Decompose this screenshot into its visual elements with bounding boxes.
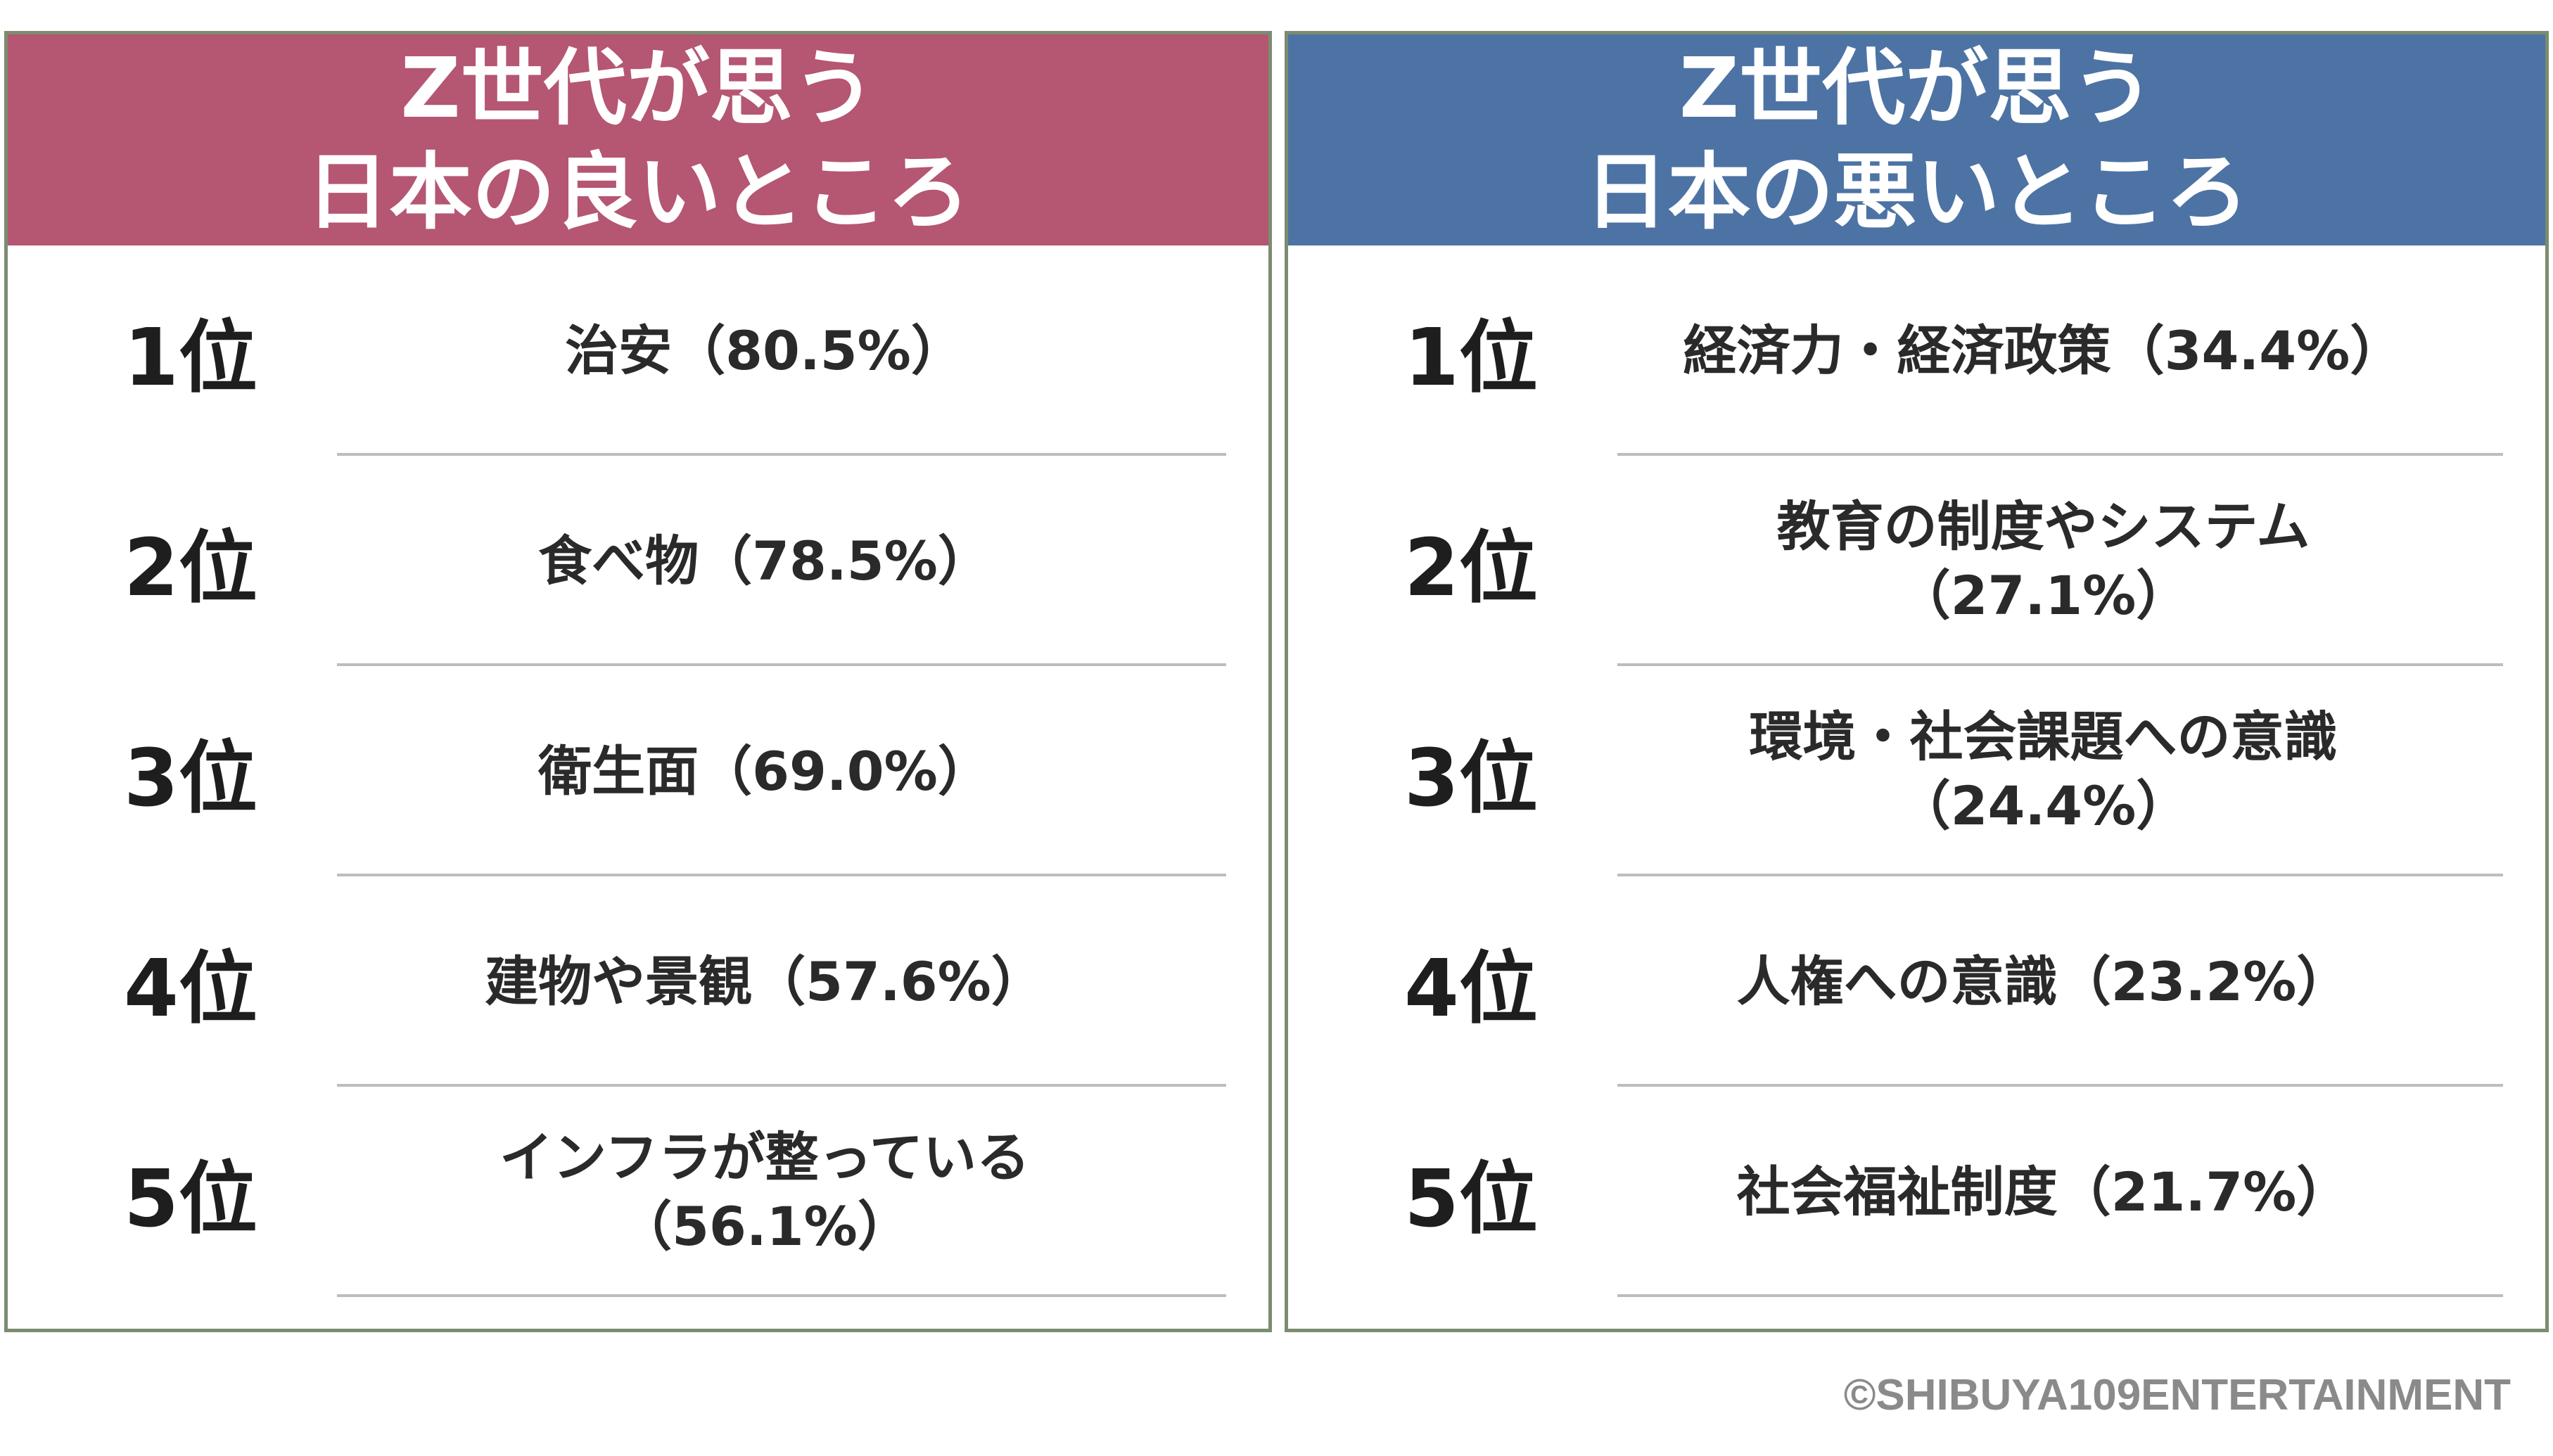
row-divider [1617, 453, 2503, 456]
rank-label: 1位 [1404, 312, 1538, 404]
rank-label: 3位 [124, 732, 257, 824]
good-row-1: 1位 治安（80.5%） [8, 245, 1268, 456]
item-line: インフラが整っている [499, 1125, 1030, 1189]
item-line: 衛生面（69.0%） [538, 739, 991, 803]
item-line: 人権への意識（23.2%） [1736, 950, 2350, 1013]
item-label: 衛生面（69.0%） [303, 666, 1226, 876]
good-row-3: 3位 衛生面（69.0%） [8, 666, 1268, 876]
row-divider [337, 1084, 1226, 1087]
bad-points-title-line-1: Z世代が思う [1679, 39, 2155, 136]
good-row-2: 2位 食べ物（78.5%） [8, 456, 1268, 666]
row-divider [1617, 874, 2503, 876]
row-divider [337, 453, 1226, 456]
bad-points-header: Z世代が思う 日本の悪いところ [1288, 34, 2545, 245]
rank-label: 4位 [124, 943, 257, 1035]
item-label: 環境・社会課題への意識 （24.4%） [1584, 666, 2503, 876]
row-divider [1617, 1294, 2503, 1297]
good-points-header: Z世代が思う 日本の良いところ [8, 34, 1268, 245]
good-points-title-line-2: 日本の良いところ [305, 143, 970, 241]
item-line: 食べ物（78.5%） [538, 529, 991, 592]
item-label: 食べ物（78.5%） [303, 456, 1226, 666]
item-line: 経済力・経済政策（34.4%） [1683, 319, 2404, 382]
item-line: 治安（80.5%） [565, 319, 964, 382]
bad-points-title-line-2: 日本の悪いところ [1584, 143, 2249, 241]
item-line: 社会福祉制度（21.7%） [1736, 1160, 2350, 1223]
item-label: 社会福祉制度（21.7%） [1584, 1087, 2503, 1297]
item-label: 経済力・経済政策（34.4%） [1584, 245, 2503, 456]
bad-row-3: 3位 環境・社会課題への意識 （24.4%） [1288, 666, 2545, 876]
item-label: 治安（80.5%） [303, 245, 1226, 456]
item-line: 建物や景観（57.6%） [485, 950, 1045, 1013]
bad-row-2: 2位 教育の制度やシステム （27.1%） [1288, 456, 2545, 666]
item-line: 教育の制度やシステム [1776, 494, 2310, 558]
item-label: 人権への意識（23.2%） [1584, 876, 2503, 1087]
item-line: （27.1%） [1897, 563, 2190, 627]
rank-label: 2位 [1404, 522, 1538, 614]
item-line: （24.4%） [1897, 774, 2190, 837]
rank-label: 2位 [124, 522, 257, 614]
row-divider [1617, 1084, 2503, 1087]
row-divider [337, 874, 1226, 876]
good-points-panel: Z世代が思う 日本の良いところ 1位 治安（80.5%） 2位 食べ物（78.5… [4, 31, 1272, 1332]
rank-label: 5位 [1404, 1153, 1538, 1245]
bad-row-4: 4位 人権への意識（23.2%） [1288, 876, 2545, 1087]
bad-points-panel: Z世代が思う 日本の悪いところ 1位 経済力・経済政策（34.4%） 2位 教育… [1285, 31, 2549, 1332]
good-row-5: 5位 インフラが整っている （56.1%） [8, 1087, 1268, 1297]
row-divider [337, 663, 1226, 666]
rank-label: 1位 [124, 312, 257, 404]
rank-label: 4位 [1404, 943, 1538, 1035]
item-line: 環境・社会課題への意識 [1749, 705, 2338, 768]
bad-row-1: 1位 経済力・経済政策（34.4%） [1288, 245, 2545, 456]
rank-label: 5位 [124, 1153, 257, 1245]
bad-row-5: 5位 社会福祉制度（21.7%） [1288, 1087, 2545, 1297]
item-label: インフラが整っている （56.1%） [303, 1087, 1226, 1297]
good-points-title-line-1: Z世代が思う [400, 39, 876, 136]
row-divider [1617, 663, 2503, 666]
copyright-text: ©SHIBUYA109ENTERTAINMENT [1843, 1371, 2511, 1419]
item-line: （56.1%） [618, 1194, 911, 1258]
rank-label: 3位 [1404, 732, 1538, 824]
item-label: 教育の制度やシステム （27.1%） [1584, 456, 2503, 666]
item-label: 建物や景観（57.6%） [303, 876, 1226, 1087]
row-divider [337, 1294, 1226, 1297]
good-row-4: 4位 建物や景観（57.6%） [8, 876, 1268, 1087]
